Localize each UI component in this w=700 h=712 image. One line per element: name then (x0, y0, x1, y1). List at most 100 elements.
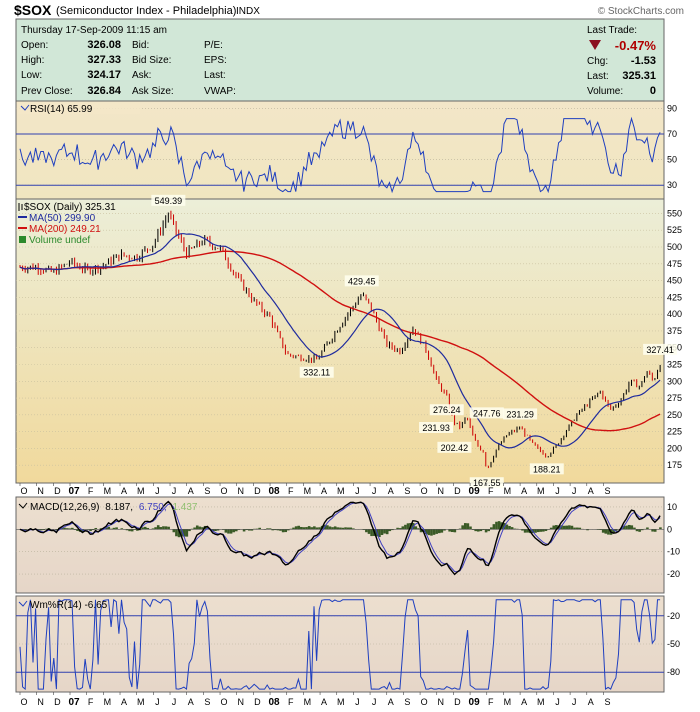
price-annotation-label: 188.21 (533, 464, 561, 474)
macd-histogram-bar (565, 525, 569, 530)
price-tick-label: 225 (667, 427, 682, 437)
month-label: F (488, 486, 494, 496)
label-last-price: Last: (587, 71, 609, 82)
wpr-tick-label: -50 (667, 639, 680, 649)
macd-histogram-bar (297, 525, 301, 530)
macd-legend-value: 8.187, (105, 502, 133, 513)
macd-histogram-bar (76, 529, 79, 531)
macd-histogram-bar (380, 529, 384, 535)
annotation-bg (529, 463, 564, 475)
macd-histogram-bar (188, 529, 191, 532)
macd-histogram-bar (42, 529, 46, 531)
macd-histogram-bar (513, 528, 517, 530)
macd-tick-label: -20 (667, 569, 680, 579)
month-label: S (204, 697, 210, 707)
label-bid: Bid: (132, 40, 149, 51)
x-axis-months-2: O N D 07 F M A M J J A S O N D 08 F M A M J J A S O N D 09 F M A M J J A S (19, 692, 610, 708)
month-label: A (388, 486, 394, 496)
month-label: M (337, 486, 345, 496)
wpr-axis: -20 -50 -80 (667, 611, 680, 677)
macd-histogram-bar (255, 528, 259, 530)
rsi-line (19, 116, 661, 194)
macd-histogram-bar (315, 527, 319, 530)
macd-histogram-bar (112, 527, 116, 530)
macd-histogram-bar (151, 528, 155, 530)
macd-histogram-bar (91, 529, 95, 531)
month-label: 09 (469, 697, 481, 708)
macd-histogram-bar (287, 529, 290, 531)
macd-histogram-bar (229, 529, 233, 534)
volume-legend-swatch (19, 236, 26, 243)
macd-histogram-bar (575, 527, 579, 530)
macd-histogram-bar (614, 529, 618, 531)
label-volume: Volume: (587, 86, 623, 97)
macd-histogram-bar (227, 529, 230, 534)
macd-histogram-bar (258, 527, 261, 530)
quote-panel (15, 18, 665, 102)
macd-histogram-bar (193, 527, 196, 530)
month-label: J (355, 697, 360, 707)
macd-histogram-bar (68, 528, 72, 530)
month-label: M (337, 697, 345, 707)
macd-histogram-bar (154, 527, 157, 530)
macd-histogram-bar (482, 529, 485, 530)
month-label: A (121, 486, 127, 496)
watermark: © StockCharts.com (598, 6, 684, 17)
macd-histogram-bar (164, 526, 168, 530)
month-label: N (237, 486, 244, 496)
macd-histogram-bar (568, 525, 571, 530)
month-label: S (204, 486, 210, 496)
macd-histogram-bar (180, 529, 183, 537)
price-tick-label: 275 (667, 393, 682, 403)
macd-histogram-bar (125, 529, 129, 531)
annotation-bg (344, 275, 379, 287)
macd-histogram-bar (107, 526, 111, 530)
signal-line (19, 502, 661, 573)
month-label: D (54, 697, 61, 707)
macd-histogram-bar (242, 529, 246, 532)
macd-histogram-bar (430, 529, 433, 536)
macd-histogram-bar (435, 529, 438, 534)
macd-histogram-bar (326, 525, 329, 530)
macd-histogram-bar (333, 526, 337, 530)
macd-histogram-bar (417, 528, 420, 530)
month-label: 08 (268, 486, 280, 497)
price-annotation-label: 247.76 (473, 408, 501, 418)
macd-histogram-bar (224, 529, 228, 533)
macd-histogram-bar (635, 529, 639, 532)
annotation-bg (503, 408, 538, 420)
month-label: O (421, 486, 428, 496)
macd-histogram-bar (172, 529, 176, 533)
macd-histogram-bar (156, 525, 160, 530)
macd-histogram-bar (352, 528, 355, 530)
month-label: D (54, 486, 61, 496)
rsi-legend: RSI(14) 65.99 (30, 104, 93, 115)
macd-histogram-bar (653, 529, 657, 532)
annotation-bg (469, 477, 504, 489)
macd-histogram-bar (549, 527, 553, 530)
label-ask: Ask: (132, 70, 151, 81)
label-open: Open: (21, 40, 48, 51)
month-label: A (388, 697, 394, 707)
macd-histogram-bar (450, 529, 454, 533)
month-label: M (304, 697, 312, 707)
macd-histogram-bar (479, 529, 483, 532)
price-legend: $SOX (Daily) 325.31 (24, 202, 116, 213)
macd-histogram-bar (141, 527, 144, 530)
rsi-axis: 30 50 70 90 (667, 103, 677, 190)
price-tick-label: 375 (667, 326, 682, 336)
macd-histogram-bar (271, 529, 275, 531)
ma200-legend: MA(200) 249.21 (29, 224, 101, 235)
month-label: F (288, 697, 294, 707)
macd-histogram-bar (250, 529, 254, 531)
macd-histogram-bar (201, 527, 204, 530)
macd-histogram-bar (284, 529, 288, 533)
month-label: J (555, 697, 560, 707)
macd-histogram-bar (521, 529, 524, 531)
macd-histogram-bar (214, 529, 217, 532)
month-label: A (588, 486, 594, 496)
macd-histogram-bar (294, 526, 298, 530)
macd-histogram-bar (562, 525, 566, 530)
macd-histogram-bar (612, 529, 615, 533)
macd-histogram-bar (599, 529, 602, 530)
